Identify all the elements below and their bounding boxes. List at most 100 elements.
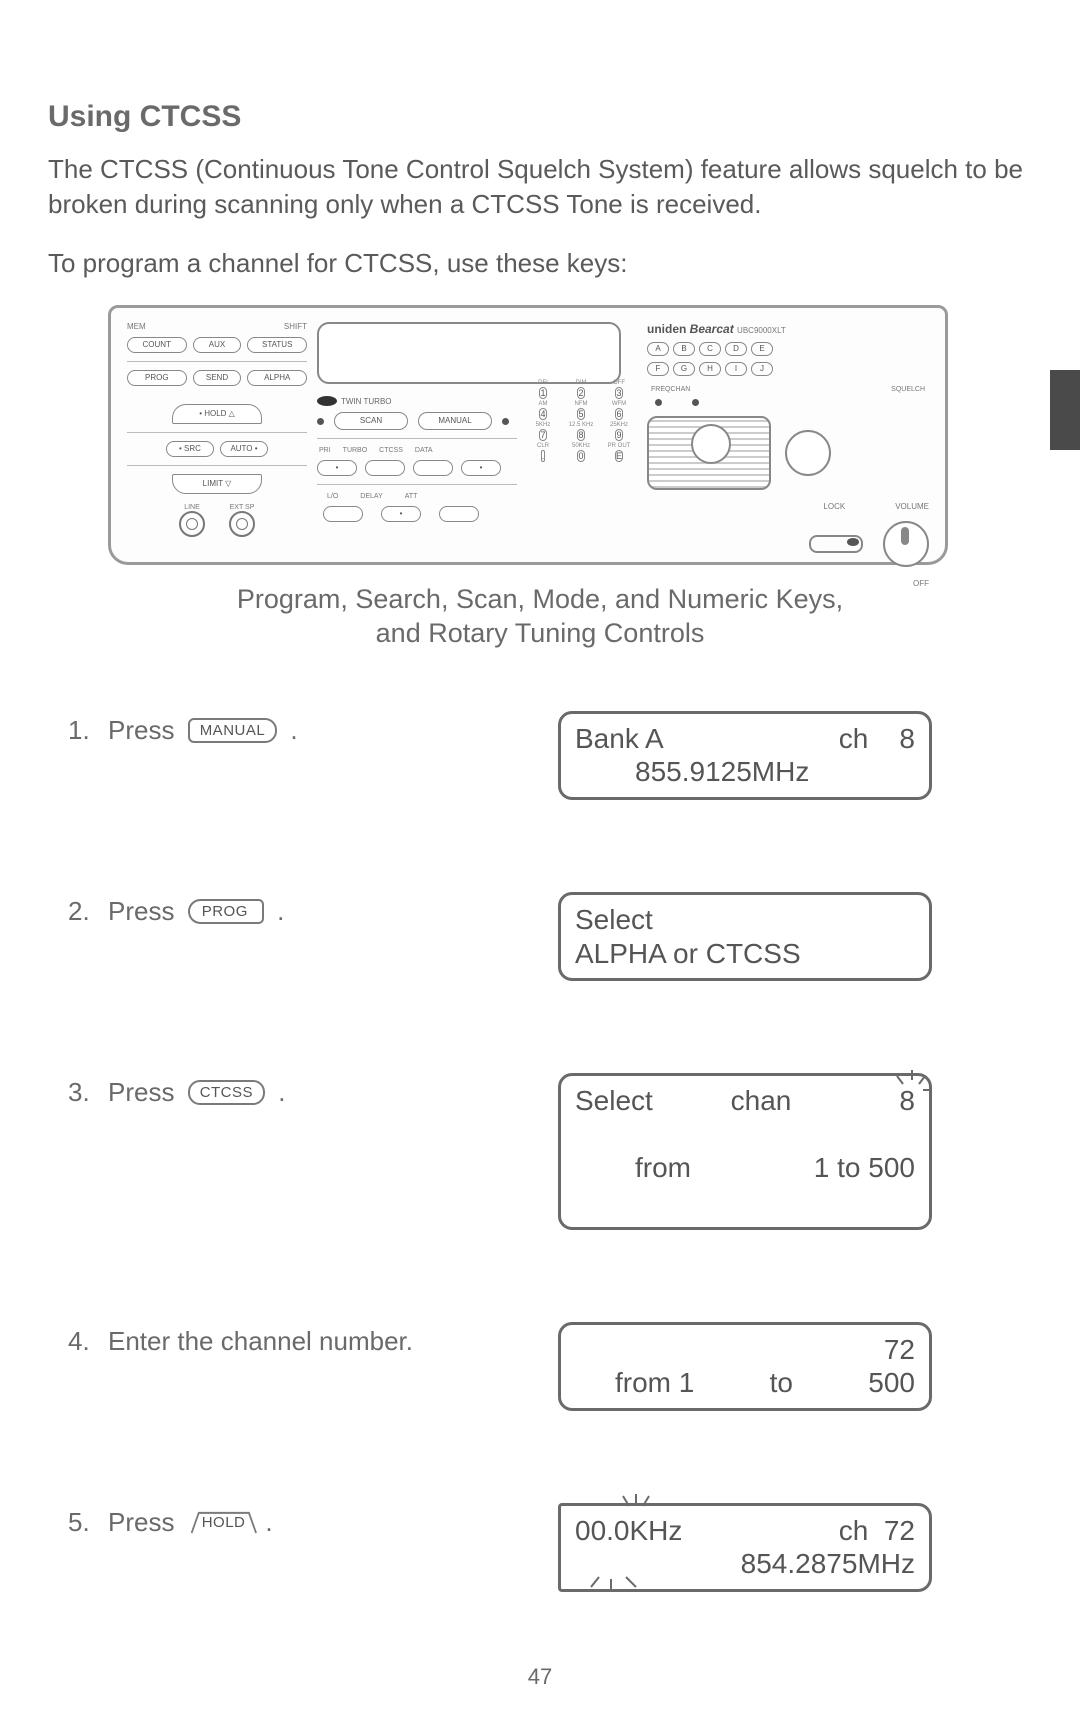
mode-pill[interactable]: • xyxy=(381,506,421,522)
freq-label: FREQ xyxy=(651,386,670,393)
thumb-tab xyxy=(1050,370,1080,450)
bank-e[interactable]: E xyxy=(751,342,773,356)
key-4[interactable]: 4 xyxy=(539,408,546,420)
step-number: 3. xyxy=(68,1077,98,1108)
disp-range: 1 to 500 xyxy=(814,1151,915,1218)
manual-button[interactable]: MANUAL xyxy=(418,412,492,430)
squelch-label: SQUELCH xyxy=(891,386,925,393)
twin-label: TWIN TURBO xyxy=(341,397,392,406)
aux-button[interactable]: AUX xyxy=(193,337,242,353)
led-icon xyxy=(317,418,324,425)
program-line: To program a channel for CTCSS, use thes… xyxy=(48,246,1032,281)
key-8[interactable]: 8 xyxy=(577,429,584,441)
mem-label: MEM xyxy=(127,322,146,331)
mode-pill[interactable] xyxy=(413,460,453,476)
ctcss-label: CTCSS xyxy=(379,447,403,454)
manual-key-label: MANUAL xyxy=(188,718,278,743)
step-text: Press MANUAL . xyxy=(108,715,558,746)
send-button[interactable]: SEND xyxy=(193,370,242,386)
device-left-panel: MEM SHIFT COUNT AUX STATUS PROG SEND ALP… xyxy=(127,322,307,552)
step-5: 5. Press HOLD . xyxy=(68,1503,1032,1592)
bank-b[interactable]: B xyxy=(673,342,695,356)
disp-chan: chan xyxy=(731,1084,792,1151)
disp-ch: ch xyxy=(839,1515,869,1546)
key-5[interactable]: 5 xyxy=(577,408,584,420)
disp-select: Select xyxy=(575,1084,653,1151)
bank-f[interactable]: F xyxy=(647,362,669,376)
squelch-knob[interactable] xyxy=(785,430,831,476)
bank-h[interactable]: H xyxy=(699,362,721,376)
key-0[interactable]: 0 xyxy=(577,450,584,462)
hold-button[interactable]: • HOLD △ xyxy=(172,404,262,424)
volume-knob[interactable] xyxy=(883,521,929,567)
key-7[interactable]: 7 xyxy=(539,429,546,441)
key-dot[interactable]: . xyxy=(541,450,546,462)
prog-key-label: PROG xyxy=(188,899,264,924)
pri-label: PRI xyxy=(319,447,331,454)
scan-button[interactable]: SCAN xyxy=(334,412,408,430)
key-e[interactable]: E xyxy=(615,450,623,462)
disp-8: 8 xyxy=(899,1084,915,1151)
manual-page: Using CTCSS The CTCSS (Continuous Tone C… xyxy=(0,0,1080,1730)
hold-key-label: HOLD xyxy=(188,1510,260,1535)
step-4: 4. Enter the channel number. 72 from 1 t… xyxy=(68,1322,1032,1411)
disp-from1: from 1 xyxy=(615,1366,694,1400)
count-button[interactable]: COUNT xyxy=(127,337,187,353)
limit-button[interactable]: LIMIT ▽ xyxy=(172,474,262,494)
key-1[interactable]: 1 xyxy=(539,387,546,399)
auto-button[interactable]: AUTO • xyxy=(220,441,268,457)
led-icon xyxy=(692,399,699,406)
key-2[interactable]: 2 xyxy=(577,387,584,399)
step-1: 1. Press MANUAL . Bank A ch 8 855.9125MH… xyxy=(68,711,1032,800)
mode-pill[interactable] xyxy=(439,506,479,522)
chan-label: CHAN xyxy=(670,386,690,393)
tuning-knob[interactable] xyxy=(647,416,771,490)
step-number: 1. xyxy=(68,715,98,746)
disp-chnum: 8 xyxy=(899,723,915,754)
alpha-button[interactable]: ALPHA xyxy=(247,370,307,386)
brand-uniden: uniden xyxy=(647,322,686,336)
steps-list: 1. Press MANUAL . Bank A ch 8 855.9125MH… xyxy=(68,711,1032,1592)
bank-c[interactable]: C xyxy=(699,342,721,356)
bank-j[interactable]: J xyxy=(751,362,773,376)
shift-label: SHIFT xyxy=(284,322,307,331)
figure-caption: Program, Search, Scan, Mode, and Numeric… xyxy=(160,583,920,651)
device-center-panel: TWIN TURBO SCAN MANUAL PRI TURBO CTCSS D… xyxy=(317,322,517,552)
att-label: ATT xyxy=(405,493,418,500)
step-number: 4. xyxy=(68,1326,98,1357)
led-icon xyxy=(655,399,662,406)
mode-pill[interactable]: • xyxy=(317,460,357,476)
section-heading: Using CTCSS xyxy=(48,100,1032,134)
key-3[interactable]: 3 xyxy=(615,387,622,399)
caption-line2: and Rotary Tuning Controls xyxy=(376,618,705,648)
status-button[interactable]: STATUS xyxy=(247,337,307,353)
lock-label: LOCK xyxy=(823,502,845,511)
bank-d[interactable]: D xyxy=(725,342,747,356)
delay-label: DELAY xyxy=(360,493,382,500)
mode-pill[interactable] xyxy=(323,506,363,522)
disp-72: 72 xyxy=(884,1515,915,1546)
disp-freq: 854.2875MHz xyxy=(741,1547,915,1581)
lock-slider[interactable] xyxy=(809,535,863,553)
off-label: OFF xyxy=(913,579,929,588)
radio-device-illustration: MEM SHIFT COUNT AUX STATUS PROG SEND ALP… xyxy=(108,305,948,565)
mode-pill[interactable] xyxy=(365,460,405,476)
step-3: 3. Press CTCSS . Select chan 8 xyxy=(68,1073,1032,1229)
line-jack-label: LINE xyxy=(179,504,205,511)
extsp-jack-label: EXT SP xyxy=(229,504,255,511)
bank-g[interactable]: G xyxy=(673,362,695,376)
bank-i[interactable]: I xyxy=(725,362,747,376)
model-label: UBC9000XLT xyxy=(737,326,786,335)
intro-paragraph: The CTCSS (Continuous Tone Control Squel… xyxy=(48,152,1032,222)
key-9[interactable]: 9 xyxy=(615,429,622,441)
disp-from: from xyxy=(635,1151,691,1218)
turbo-label: TURBO xyxy=(343,447,368,454)
key-6[interactable]: 6 xyxy=(615,408,622,420)
prog-button[interactable]: PROG xyxy=(127,370,187,386)
mode-pill[interactable]: • xyxy=(461,460,501,476)
bank-a[interactable]: A xyxy=(647,342,669,356)
lcd-display-2: Select ALPHA or CTCSS xyxy=(558,892,932,981)
volume-label: VOLUME xyxy=(895,502,929,511)
lcd-display-5: 00.0KHz ch 72 854.2875MHz xyxy=(558,1503,932,1592)
src-button[interactable]: • SRC xyxy=(166,441,214,457)
